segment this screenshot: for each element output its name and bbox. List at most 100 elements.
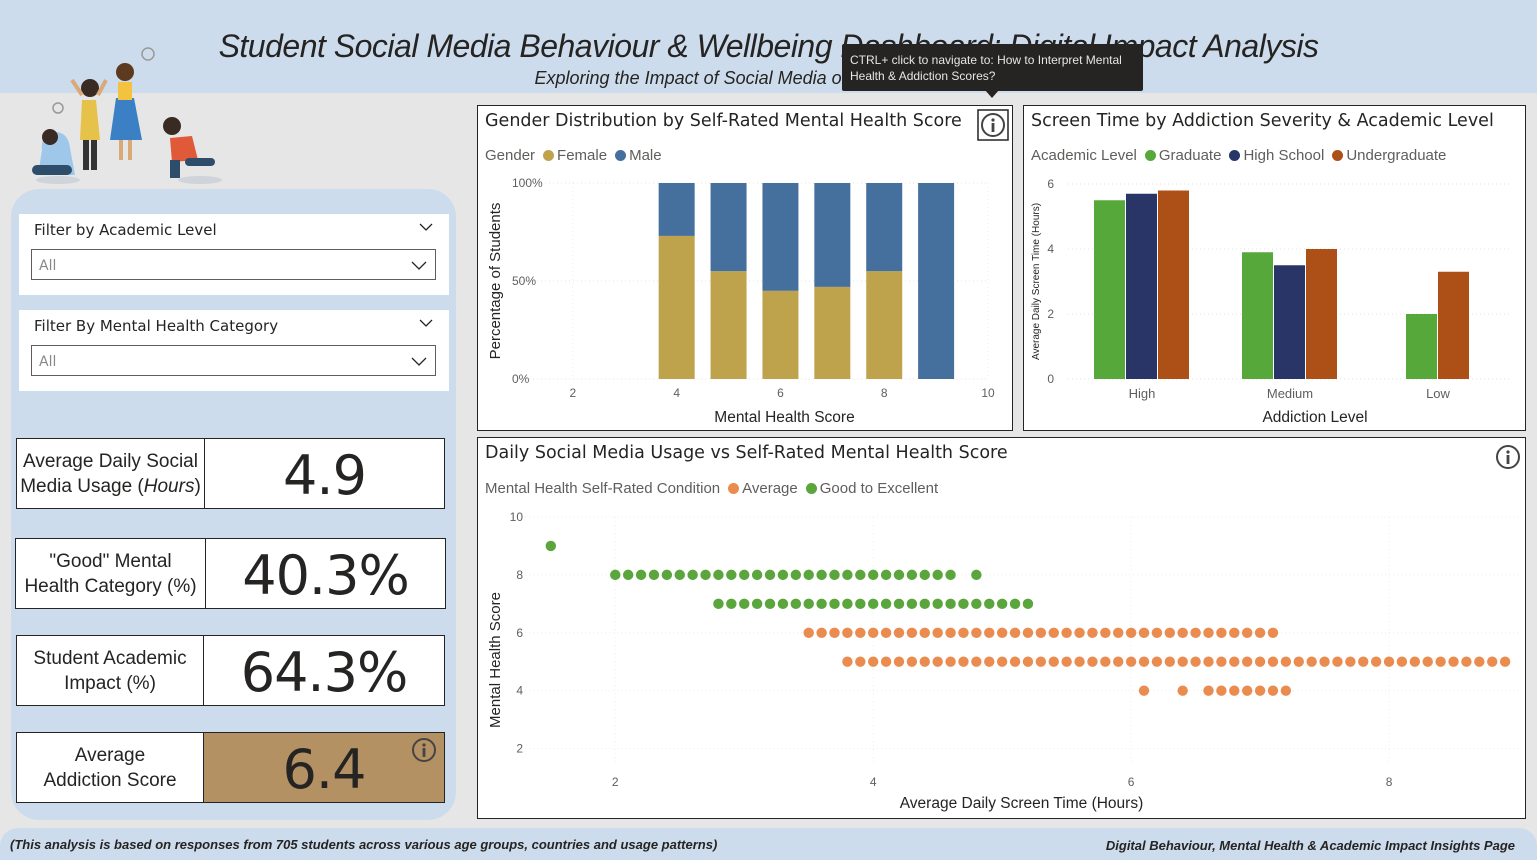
scatter-point <box>1370 656 1382 667</box>
scatter-point <box>996 627 1008 638</box>
kpi-academic-impact-label: Student Academic Impact (%) <box>17 636 204 705</box>
scatter-point <box>1151 656 1163 667</box>
bar-high-0 <box>1094 200 1125 379</box>
scatter-point <box>1203 627 1214 638</box>
legend-average[interactable]: Average <box>742 480 798 497</box>
mental-health-category-filter[interactable]: Filter By Mental Health Category All <box>19 310 449 391</box>
scatter-point <box>996 598 1008 610</box>
chart-title: Screen Time by Addiction Severity & Acad… <box>1031 111 1494 131</box>
scatter-point <box>880 569 892 581</box>
legend-good-to-excellent[interactable]: Good to Excellent <box>819 480 939 497</box>
academic-level-filter-title: Filter by Academic Level <box>34 221 217 239</box>
scatter-point <box>1487 656 1498 667</box>
scatter-point <box>906 627 918 638</box>
x-tick-label: 4 <box>870 775 877 789</box>
legend-dot-undergraduate <box>1332 150 1344 161</box>
chevron-down-icon[interactable] <box>419 220 433 234</box>
legend-undergraduate[interactable]: Undergraduate <box>1346 147 1447 164</box>
bar-high-1 <box>1126 193 1157 379</box>
scatter-point <box>1396 656 1408 667</box>
kpi-avg-daily-usage-label: Average Daily Social Media Usage (Hours) <box>17 439 205 508</box>
x-tick-label: 4 <box>673 386 680 400</box>
kpi-avg-addiction-score: Average Addiction Score 6.4 <box>16 732 445 803</box>
scatter-point <box>867 627 879 638</box>
scatter-point <box>1293 656 1304 667</box>
academic-level-filter[interactable]: Filter by Academic Level All <box>19 214 449 295</box>
scatter-point <box>1164 656 1176 667</box>
scatter-point <box>945 627 956 638</box>
scatter-point <box>867 598 879 610</box>
y-tick-label: 0 <box>1047 372 1054 386</box>
scatter-point <box>1280 685 1292 696</box>
scatter-point <box>919 656 930 667</box>
y-tick-label: 4 <box>516 684 523 698</box>
scatter-point <box>1203 656 1214 667</box>
mental-health-category-dropdown[interactable]: All <box>31 345 436 376</box>
scatter-point <box>777 569 789 581</box>
scatter-point <box>1087 656 1098 667</box>
scatter-point <box>880 656 892 667</box>
scatter-point <box>906 656 918 667</box>
gender-legend: Gender Female Male <box>485 147 662 164</box>
legend-title: Gender <box>485 147 536 164</box>
y-tick-label: 2 <box>1047 307 1054 321</box>
info-icon[interactable] <box>411 737 437 763</box>
scatter-point <box>1151 627 1163 638</box>
scatter-point <box>1100 627 1111 638</box>
x-axis-title: Mental Health Score <box>714 409 854 426</box>
x-tick-label: High <box>1129 386 1156 401</box>
scatter-point <box>1280 656 1292 667</box>
scatter-point <box>842 569 853 581</box>
page-subtitle: Exploring the Impact of Social Media on … <box>534 68 1003 88</box>
scatter-point <box>545 540 556 552</box>
scatter-point <box>1009 656 1021 667</box>
scatter-point <box>1254 685 1266 696</box>
scatter-point <box>1267 656 1279 667</box>
chevron-down-icon[interactable] <box>411 258 427 272</box>
scatter-point <box>1035 627 1047 638</box>
scatter-point <box>906 598 918 610</box>
legend-male[interactable]: Male <box>629 147 662 164</box>
scatter-point <box>1164 627 1176 638</box>
kpi-label-line: "Good" Mental <box>49 550 172 572</box>
bar-male-9 <box>918 183 955 379</box>
scatter-point <box>1100 656 1111 667</box>
scatter-point <box>893 627 905 638</box>
bar-female-7 <box>814 286 851 379</box>
scatter-point <box>726 569 737 581</box>
scatter-point <box>1267 685 1279 696</box>
legend-graduate[interactable]: Graduate <box>1158 147 1222 164</box>
legend-dot-high-school <box>1229 150 1241 161</box>
kpi-label-line: Impact (%) <box>64 672 156 694</box>
scatter-point <box>971 656 982 667</box>
scatter-point <box>984 598 995 610</box>
y-axis-title: Percentage of Students <box>487 203 504 360</box>
bar-medium-1 <box>1274 265 1305 379</box>
scatter-point <box>893 598 905 610</box>
kpi-avg-addiction-label: Average Addiction Score <box>17 733 204 802</box>
kpi-academic-impact: Student Academic Impact (%) 64.3% <box>16 635 445 706</box>
scatter-point <box>984 627 995 638</box>
scatter-point <box>1254 656 1266 667</box>
screen-time-addiction-chart: Screen Time by Addiction Severity & Acad… <box>1023 105 1526 431</box>
scatter-point <box>700 569 711 581</box>
info-icon[interactable] <box>977 109 1009 141</box>
bar-male-5 <box>710 183 747 272</box>
y-tick-label: 50% <box>512 274 536 288</box>
chevron-down-icon[interactable] <box>419 316 433 330</box>
scatter-point <box>1177 656 1188 667</box>
scatter-point <box>1241 656 1253 667</box>
scatter-point <box>1125 656 1137 667</box>
kpi-academic-impact-value: 64.3% <box>240 641 409 704</box>
academic-level-dropdown[interactable]: All <box>31 249 436 280</box>
scatter-point <box>713 598 724 610</box>
kpi-good-mental-health-label: "Good" Mental Health Category (%) <box>16 539 206 608</box>
info-icon[interactable] <box>1495 444 1521 470</box>
legend-high-school[interactable]: High School <box>1243 147 1325 164</box>
chart-title: Gender Distribution by Self-Rated Mental… <box>485 111 962 131</box>
scatter-point <box>790 569 802 581</box>
legend-female[interactable]: Female <box>557 147 608 164</box>
chevron-down-icon[interactable] <box>411 354 427 368</box>
scatter-point <box>867 569 879 581</box>
y-tick-label: 0% <box>512 372 530 386</box>
